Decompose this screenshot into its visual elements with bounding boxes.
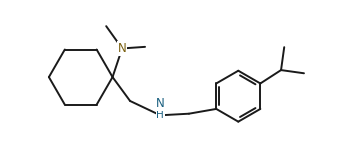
Text: H: H [156,110,164,120]
Text: N: N [118,42,126,55]
Text: N: N [156,97,165,110]
